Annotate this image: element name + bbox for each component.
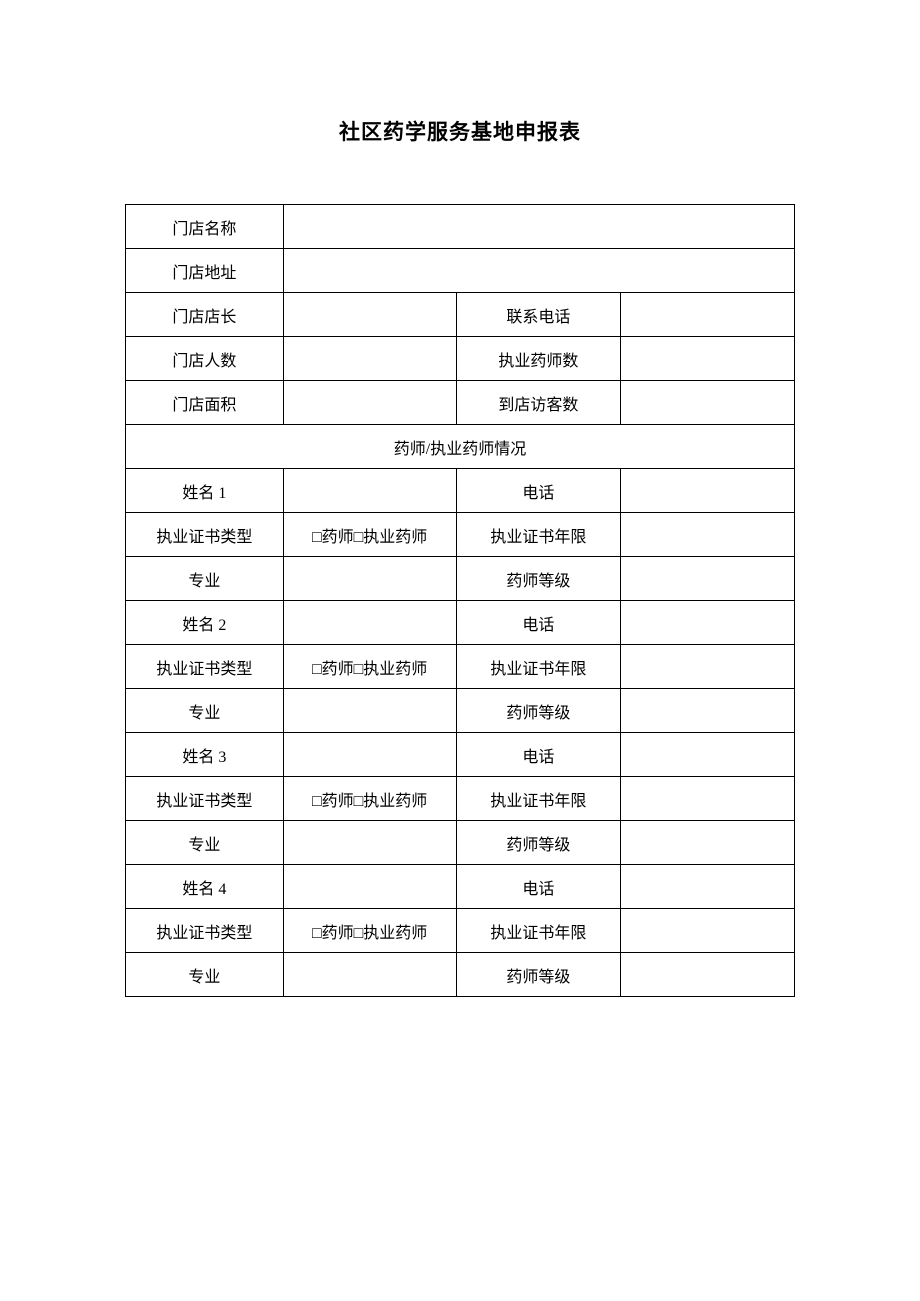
label-store-area: 门店面积 [126,381,284,425]
label-phone-3: 电话 [456,733,621,777]
label-major-2: 专业 [126,689,284,733]
cert-type-options-2[interactable]: □药师□执业药师 [283,645,456,689]
label-level-1: 药师等级 [456,557,621,601]
cert-type-options-3[interactable]: □药师□执业药师 [283,777,456,821]
table-row: 执业证书类型 □药师□执业药师 执业证书年限 [126,777,795,821]
table-row: 姓名 3 电话 [126,733,795,777]
table-row: 专业 药师等级 [126,953,795,997]
table-row: 执业证书类型 □药师□执业药师 执业证书年限 [126,909,795,953]
value-major-4[interactable] [283,953,456,997]
value-phone-1[interactable] [621,469,795,513]
value-phone-2[interactable] [621,601,795,645]
table-row: 专业 药师等级 [126,821,795,865]
value-store-name[interactable] [283,205,794,249]
page-title: 社区药学服务基地申报表 [0,0,920,204]
value-cert-years-1[interactable] [621,513,795,557]
value-level-2[interactable] [621,689,795,733]
label-cert-type-3: 执业证书类型 [126,777,284,821]
value-staff-count[interactable] [283,337,456,381]
value-store-address[interactable] [283,249,794,293]
value-cert-years-3[interactable] [621,777,795,821]
value-level-1[interactable] [621,557,795,601]
value-major-1[interactable] [283,557,456,601]
label-visitor-count: 到店访客数 [456,381,621,425]
label-phone-4: 电话 [456,865,621,909]
value-cert-years-2[interactable] [621,645,795,689]
label-level-3: 药师等级 [456,821,621,865]
table-row: 姓名 2 电话 [126,601,795,645]
label-cert-years-2: 执业证书年限 [456,645,621,689]
table-row: 门店名称 [126,205,795,249]
label-cert-years-3: 执业证书年限 [456,777,621,821]
label-cert-type-1: 执业证书类型 [126,513,284,557]
value-major-3[interactable] [283,821,456,865]
value-name-4[interactable] [283,865,456,909]
value-phone-4[interactable] [621,865,795,909]
label-store-manager: 门店店长 [126,293,284,337]
table-row: 门店店长 联系电话 [126,293,795,337]
application-form-table: 门店名称 门店地址 门店店长 联系电话 门店人数 执业药师数 门店面积 到店访客… [125,204,795,997]
table-row: 门店面积 到店访客数 [126,381,795,425]
label-cert-years-4: 执业证书年限 [456,909,621,953]
label-name-3: 姓名 3 [126,733,284,777]
value-phone-3[interactable] [621,733,795,777]
value-name-1[interactable] [283,469,456,513]
table-row: 姓名 1 电话 [126,469,795,513]
label-contact-phone: 联系电话 [456,293,621,337]
value-store-manager[interactable] [283,293,456,337]
label-level-4: 药师等级 [456,953,621,997]
label-phone-2: 电话 [456,601,621,645]
label-phone-1: 电话 [456,469,621,513]
value-store-area[interactable] [283,381,456,425]
table-row: 门店人数 执业药师数 [126,337,795,381]
label-major-3: 专业 [126,821,284,865]
label-name-4: 姓名 4 [126,865,284,909]
label-level-2: 药师等级 [456,689,621,733]
section-header-row: 药师/执业药师情况 [126,425,795,469]
value-level-3[interactable] [621,821,795,865]
table-row: 门店地址 [126,249,795,293]
value-name-2[interactable] [283,601,456,645]
label-cert-years-1: 执业证书年限 [456,513,621,557]
cert-type-options-1[interactable]: □药师□执业药师 [283,513,456,557]
value-level-4[interactable] [621,953,795,997]
value-visitor-count[interactable] [621,381,795,425]
label-store-address: 门店地址 [126,249,284,293]
label-name-2: 姓名 2 [126,601,284,645]
value-contact-phone[interactable] [621,293,795,337]
label-cert-type-2: 执业证书类型 [126,645,284,689]
table-row: 执业证书类型 □药师□执业药师 执业证书年限 [126,513,795,557]
table-row: 专业 药师等级 [126,557,795,601]
table-row: 执业证书类型 □药师□执业药师 执业证书年限 [126,645,795,689]
table-row: 专业 药师等级 [126,689,795,733]
label-name-1: 姓名 1 [126,469,284,513]
label-store-name: 门店名称 [126,205,284,249]
label-pharmacist-count: 执业药师数 [456,337,621,381]
label-major-4: 专业 [126,953,284,997]
label-major-1: 专业 [126,557,284,601]
section-header-pharmacists: 药师/执业药师情况 [126,425,795,469]
label-cert-type-4: 执业证书类型 [126,909,284,953]
table-row: 姓名 4 电话 [126,865,795,909]
cert-type-options-4[interactable]: □药师□执业药师 [283,909,456,953]
value-pharmacist-count[interactable] [621,337,795,381]
label-staff-count: 门店人数 [126,337,284,381]
value-cert-years-4[interactable] [621,909,795,953]
value-name-3[interactable] [283,733,456,777]
value-major-2[interactable] [283,689,456,733]
